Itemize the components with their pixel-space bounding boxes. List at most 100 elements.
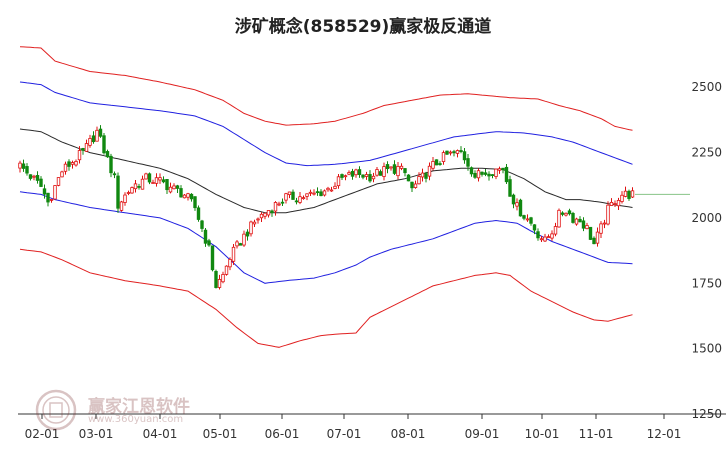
- candle: [67, 159, 71, 171]
- candle-body-up: [88, 138, 92, 146]
- watermark-text: 赢家江恩软件: [88, 397, 190, 417]
- candle-body-up: [455, 150, 460, 154]
- candle: [396, 162, 400, 180]
- candle: [476, 168, 481, 182]
- candle-body-up: [53, 185, 57, 200]
- candle: [74, 159, 78, 167]
- candle: [21, 159, 26, 172]
- candle-body-down: [483, 172, 488, 175]
- candle-body-up: [564, 212, 568, 216]
- candle-body-up: [417, 176, 421, 185]
- candle: [529, 216, 533, 226]
- candle-body-up: [333, 185, 337, 189]
- candle-body-down: [578, 218, 582, 223]
- candle: [123, 192, 127, 206]
- candle-body-down: [438, 163, 442, 165]
- candle: [158, 173, 162, 184]
- candle-body-down: [378, 171, 383, 176]
- candle: [368, 170, 372, 183]
- candle: [189, 193, 194, 202]
- y-tick-label: 2000: [691, 211, 722, 225]
- candle: [588, 226, 593, 241]
- candle-body-up: [308, 191, 313, 194]
- candle-body-up: [494, 168, 498, 177]
- candle-body-up: [242, 233, 246, 246]
- candle-body-down: [501, 167, 505, 171]
- candle: [487, 171, 491, 181]
- candle: [319, 189, 323, 197]
- candle-body-down: [571, 212, 575, 223]
- candle: [298, 192, 302, 205]
- candle: [375, 166, 379, 177]
- candle: [613, 200, 617, 207]
- candle: [235, 239, 239, 249]
- candle: [490, 174, 495, 179]
- candle-body-up: [172, 185, 176, 190]
- candle: [427, 162, 432, 181]
- candle: [448, 150, 453, 156]
- candle: [452, 149, 456, 157]
- candle: [256, 217, 260, 224]
- candle-body-up: [298, 196, 302, 203]
- candle: [147, 172, 152, 185]
- candle: [480, 171, 484, 177]
- candle-body-down: [21, 163, 26, 169]
- candle: [32, 174, 36, 181]
- candle: [431, 157, 435, 171]
- candle: [525, 214, 530, 222]
- candle-body-up: [249, 221, 253, 235]
- candle-body-up: [312, 192, 316, 195]
- candle: [420, 168, 425, 182]
- candle: [28, 174, 33, 181]
- candle-body-down: [294, 200, 299, 203]
- candle-body-up: [497, 168, 502, 171]
- candle-body-down: [406, 174, 411, 182]
- candle-body-down: [445, 150, 449, 155]
- candle: [473, 170, 477, 179]
- candle: [175, 184, 180, 194]
- candle: [109, 153, 113, 178]
- candle-body-up: [550, 233, 554, 239]
- candle: [154, 173, 159, 187]
- candle-body-up: [228, 259, 232, 268]
- candle-body-down: [179, 188, 183, 198]
- candle-body-up: [448, 151, 453, 154]
- candle-body-down: [98, 128, 103, 137]
- candle-body-down: [137, 186, 141, 188]
- candle: [357, 166, 362, 178]
- candle: [546, 234, 551, 239]
- candle-body-down: [385, 164, 390, 170]
- candle: [203, 227, 208, 247]
- candle-body-up: [371, 175, 376, 180]
- candle-body-down: [245, 231, 250, 237]
- candle: [623, 186, 628, 198]
- candle: [417, 172, 421, 185]
- candle: [207, 238, 211, 247]
- candle: [172, 183, 176, 190]
- candle: [518, 198, 523, 217]
- candle: [326, 186, 330, 192]
- candle: [371, 172, 376, 183]
- candle-body-down: [588, 226, 593, 240]
- x-tick-label: 07-01: [327, 427, 362, 441]
- candle: [620, 191, 624, 204]
- candle-body-up: [602, 222, 607, 225]
- candle: [245, 229, 250, 241]
- candle: [231, 244, 236, 265]
- candle: [455, 149, 460, 158]
- candle: [165, 179, 169, 194]
- candle-body-down: [462, 151, 467, 161]
- candle-body-down: [196, 207, 201, 220]
- channel-inner-lower: [19, 191, 633, 284]
- candle: [630, 187, 635, 199]
- candle-body-down: [466, 158, 470, 167]
- candle-body-up: [375, 169, 379, 176]
- candle: [252, 219, 257, 227]
- candle-body-down: [627, 190, 631, 199]
- candle: [84, 139, 89, 152]
- candle-body-up: [60, 171, 64, 178]
- candle: [46, 192, 50, 207]
- candle-body-up: [343, 175, 348, 178]
- candle: [193, 196, 197, 211]
